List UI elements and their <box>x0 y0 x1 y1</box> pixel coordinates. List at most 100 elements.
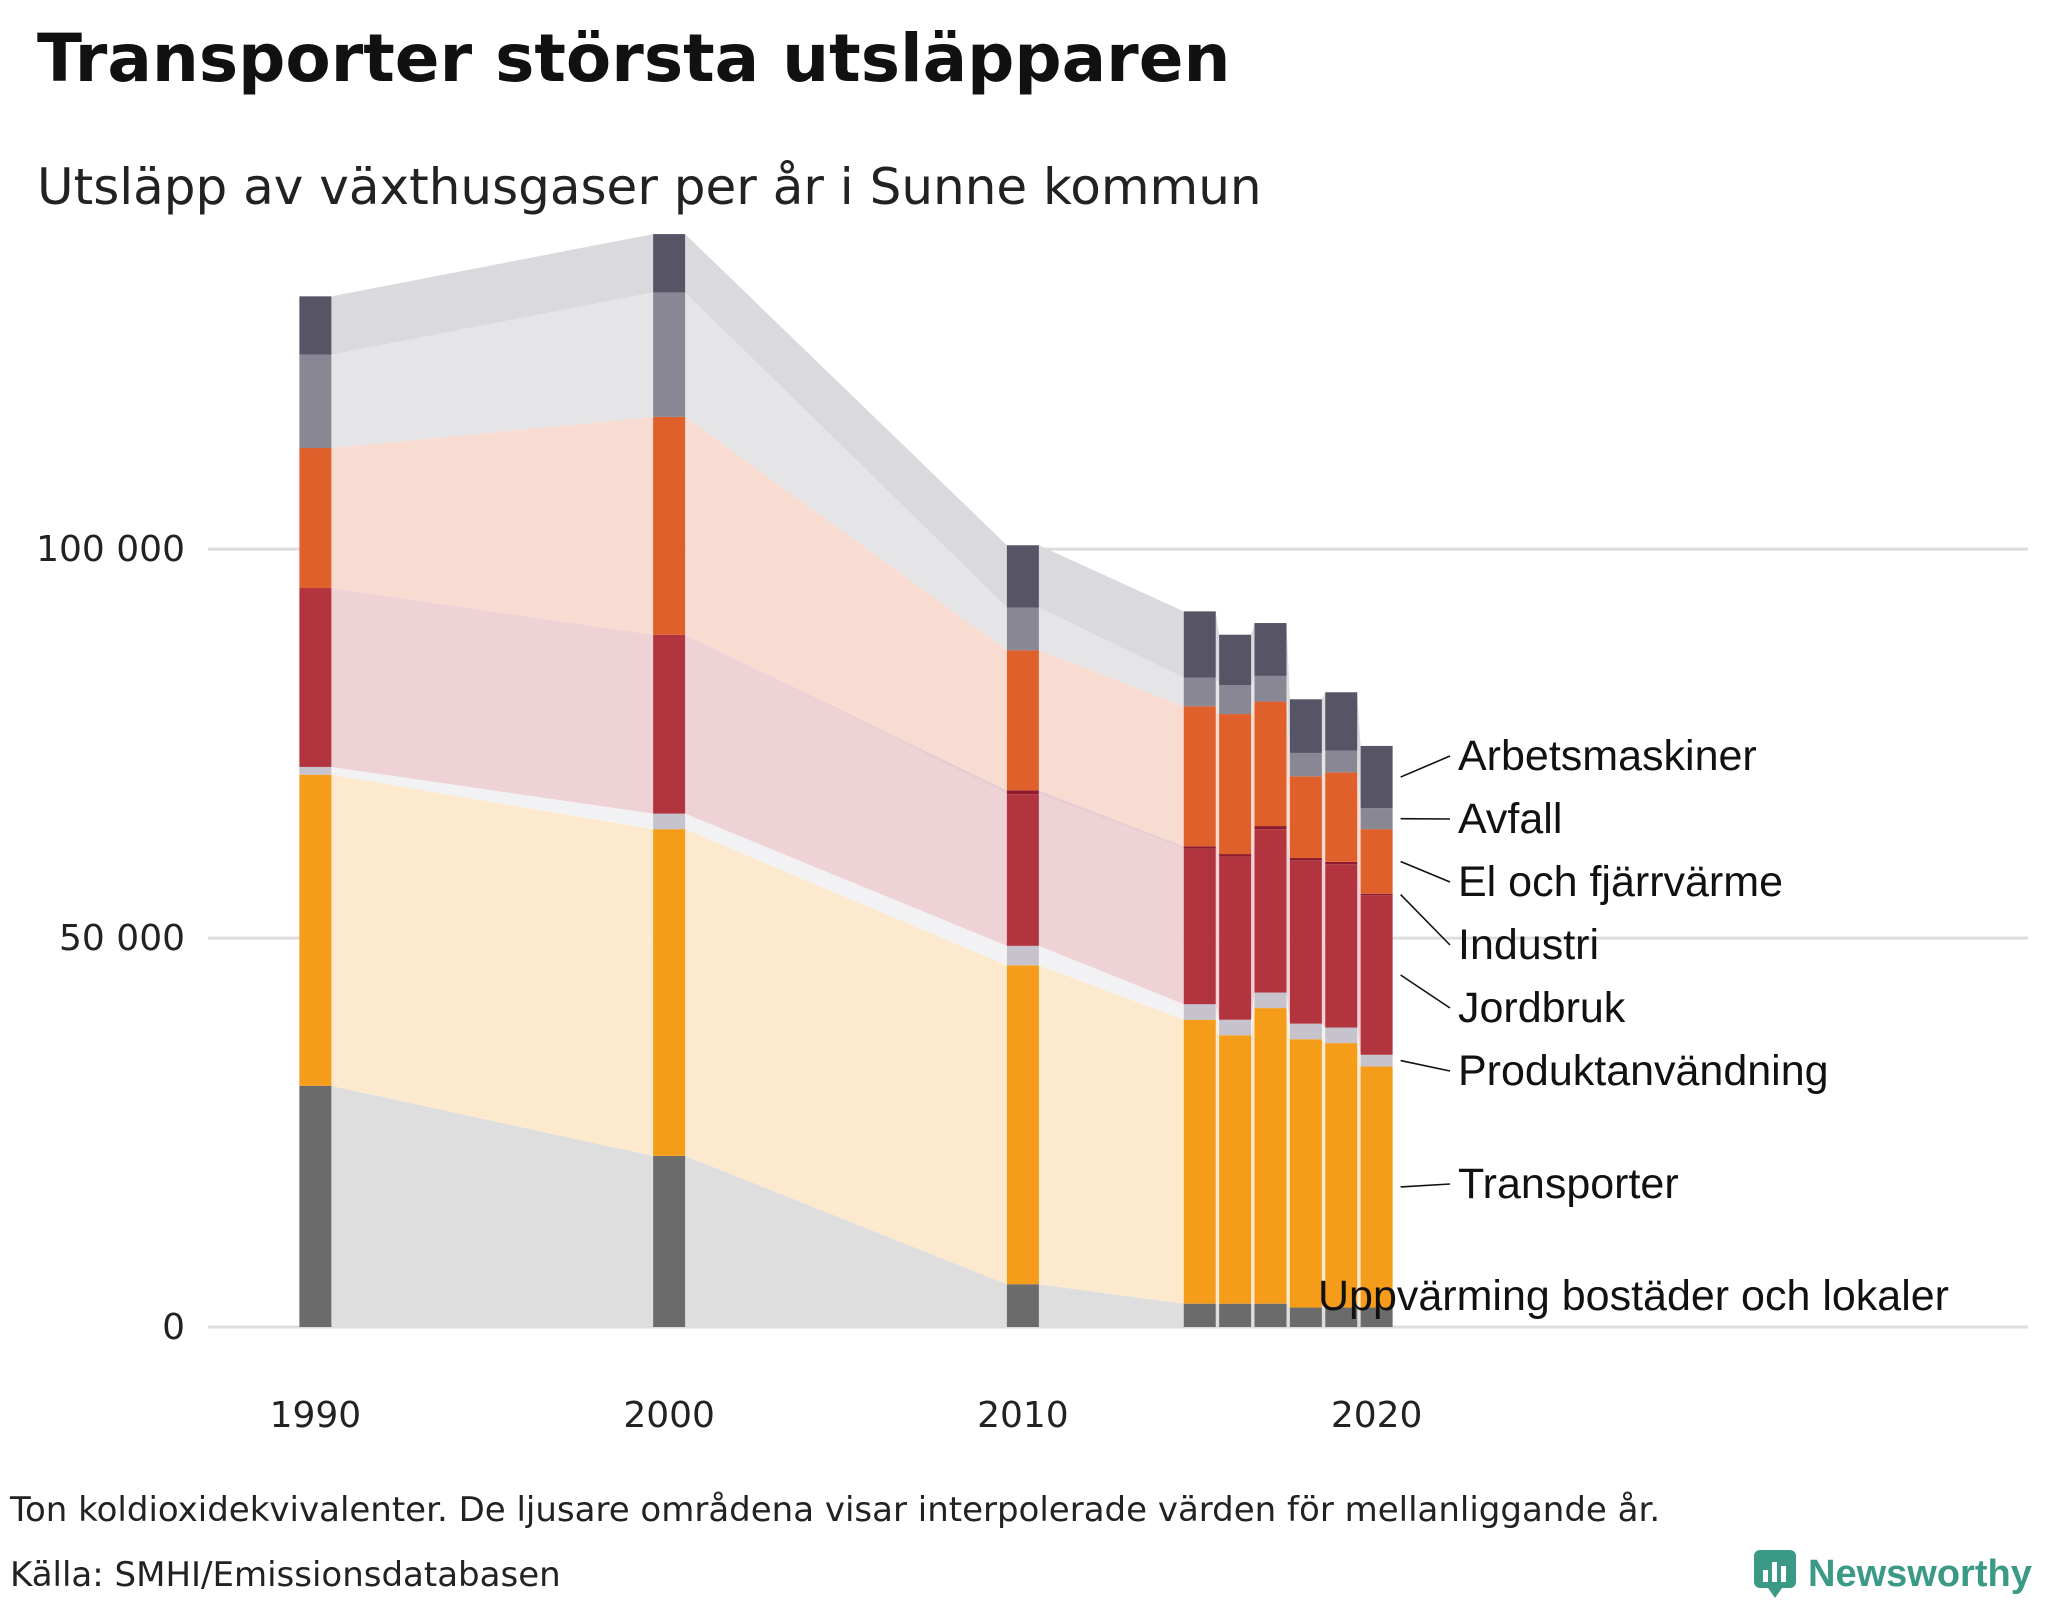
bar-segment <box>1219 856 1252 1020</box>
interpolated-area <box>685 416 1007 791</box>
bar-segment <box>1289 752 1322 777</box>
bar-segment <box>299 1085 332 1327</box>
brand-logo: Newsworthy <box>1752 1548 2032 1600</box>
bar-segment <box>1360 745 1393 809</box>
bar-segment <box>1254 623 1287 676</box>
bar-segment <box>1219 634 1252 686</box>
bar-segment <box>1325 1043 1358 1308</box>
interpolated-area <box>1321 1023 1326 1044</box>
bar-segment <box>653 813 686 830</box>
bar-segment <box>1289 1039 1322 1308</box>
interpolated-area <box>1286 826 1290 861</box>
interpolated-area <box>1286 829 1290 1024</box>
interpolated-area <box>1286 701 1290 858</box>
y-tick-label: 50 000 <box>59 918 185 959</box>
interpolated-area <box>1251 1303 1255 1327</box>
bar-segment <box>1325 1027 1358 1044</box>
interpolated-area <box>685 292 1007 651</box>
interpolated-area <box>1357 1043 1361 1308</box>
series-label: Uppvärming bostäder och lokaler <box>1318 1272 1949 1320</box>
interpolated-area <box>685 634 1007 795</box>
interpolated-area <box>1357 861 1361 896</box>
bar-segment <box>1360 808 1393 830</box>
bar-segment <box>1254 1008 1287 1304</box>
interpolated-area <box>1215 1019 1220 1304</box>
interpolated-area <box>1215 848 1220 1020</box>
interpolated-area <box>1321 1039 1326 1308</box>
bars <box>299 234 1393 1327</box>
y-tick-label: 0 <box>162 1307 185 1348</box>
bar-segment <box>1006 794 1039 946</box>
bar-segment <box>1254 701 1287 827</box>
interpolated-area <box>1286 992 1290 1040</box>
bar-segment <box>1325 861 1358 865</box>
bar-segment <box>1325 864 1358 1028</box>
bar-segment <box>299 448 332 589</box>
interpolated-area <box>1357 750 1361 830</box>
interpolated-area <box>1215 611 1220 686</box>
bar-segment <box>1254 675 1287 702</box>
interpolated-area <box>1038 1284 1184 1327</box>
interpolated-area <box>1357 1307 1361 1327</box>
interpolated-area <box>1357 692 1361 809</box>
bar-segment <box>1219 714 1252 855</box>
bar-segment <box>1289 699 1322 753</box>
interpolated-area <box>1215 1303 1220 1327</box>
bar-segment <box>1289 860 1322 1024</box>
interpolated-area <box>1286 1303 1290 1327</box>
interpolated-area <box>1357 1027 1361 1067</box>
y-tick-label: 100 000 <box>36 529 185 570</box>
interpolated-area <box>1321 772 1326 862</box>
footnote: Ton koldioxidekvivalenter. De ljusare om… <box>10 1490 1661 1530</box>
bar-segment <box>1219 685 1252 715</box>
bar-segment <box>299 354 332 449</box>
interpolated-area <box>1215 706 1220 855</box>
bar-segment <box>299 766 332 775</box>
bar-segment <box>1289 857 1322 861</box>
bar-segment <box>1360 1066 1393 1308</box>
bar-segment <box>653 234 686 293</box>
bar-segment <box>1183 1303 1216 1327</box>
bar-segment <box>1254 1303 1287 1327</box>
bar-segment <box>1183 677 1216 707</box>
interpolated-area <box>331 588 654 814</box>
interpolated-area <box>1038 945 1184 1020</box>
bar-segment <box>1006 1284 1039 1327</box>
interpolated-area <box>1251 623 1255 686</box>
series-label: Arbetsmaskiner <box>1458 732 1757 780</box>
bar-segment <box>1006 545 1039 608</box>
interpolated-area <box>331 1085 654 1327</box>
bar-segment <box>1183 848 1216 1005</box>
bar-segment <box>1219 1303 1252 1327</box>
series-label: Avfall <box>1458 795 1562 843</box>
bar-segment <box>1360 1307 1393 1327</box>
leader-line <box>1400 1059 1451 1072</box>
bar-segment <box>1360 1054 1393 1067</box>
bar-segment <box>1006 650 1039 791</box>
bar-segment <box>653 416 686 635</box>
interpolated-area <box>1038 545 1184 678</box>
bar-segment <box>1183 706 1216 847</box>
interpolated-area <box>685 634 1007 946</box>
interpolated-area <box>331 416 654 635</box>
interpolated-area <box>1038 965 1184 1304</box>
interpolated-area <box>1357 772 1361 894</box>
interpolated-area <box>1321 750 1326 777</box>
bar-segment <box>1006 965 1039 1285</box>
leader-line <box>1400 755 1451 778</box>
interpolated-area <box>1357 864 1361 1055</box>
bar-segment <box>1183 846 1216 849</box>
leader-line <box>1400 974 1451 1009</box>
interpolated-area <box>331 234 654 355</box>
series-label: Industri <box>1458 921 1599 969</box>
interpolated-area <box>1321 857 1326 865</box>
interpolated-area <box>1321 860 1326 1028</box>
brand-name: Newsworthy <box>1808 1552 2032 1595</box>
bar-segment <box>1360 895 1393 1055</box>
bar-segment <box>1254 829 1287 993</box>
interpolated-area <box>1038 790 1184 849</box>
axes: 0 50 000 100 000 1990 2000 2010 2020 <box>36 529 1422 1436</box>
bar-segment <box>653 1155 686 1327</box>
bar-segment <box>1325 692 1358 751</box>
bar-segment <box>1360 829 1393 894</box>
